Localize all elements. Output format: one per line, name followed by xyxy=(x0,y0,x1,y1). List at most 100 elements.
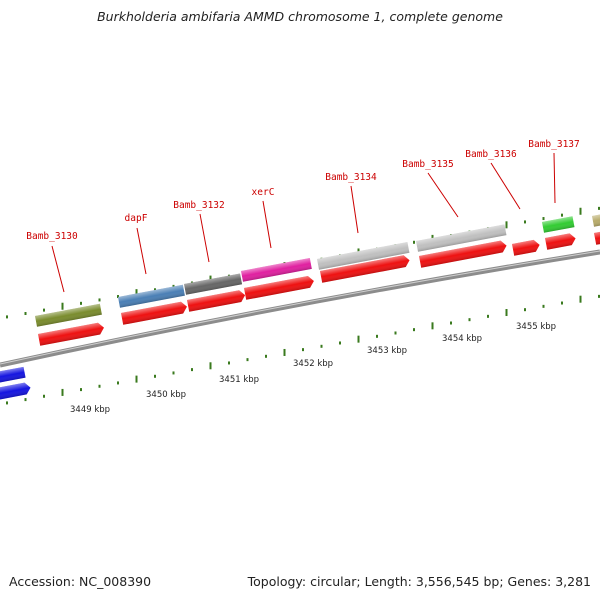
inner-tick xyxy=(154,374,156,378)
gene-block xyxy=(184,273,243,295)
gene-block xyxy=(317,241,410,270)
inner-tick xyxy=(320,344,323,348)
gene-block xyxy=(118,284,185,308)
gene-label: Bamb_3134 xyxy=(325,172,377,183)
scale-labels: 3449 kbp 3450 kbp 3451 kbp 3452 kbp 3453 kbp… xyxy=(70,322,556,415)
inner-tick xyxy=(357,335,360,343)
gene-label: Bamb_3136 xyxy=(465,149,517,160)
outer-tick xyxy=(413,240,415,244)
inner-tick xyxy=(61,388,64,396)
inner-tick xyxy=(209,362,212,370)
outer-tick xyxy=(98,298,101,302)
outer-tick xyxy=(561,213,563,217)
inner-tick-marks xyxy=(6,294,600,405)
outer-tick xyxy=(43,308,45,312)
scale-label: 3451 kbp xyxy=(219,375,259,385)
outer-tick xyxy=(172,284,175,288)
gene-block xyxy=(416,224,507,252)
inner-tick xyxy=(228,361,230,365)
gene-block xyxy=(35,303,102,327)
scale-label: 3452 kbp xyxy=(293,359,333,369)
cds-arrow xyxy=(512,239,540,256)
inner-tick xyxy=(24,398,27,402)
genome-backbone xyxy=(0,249,600,368)
gene-features xyxy=(0,212,600,400)
gene-label: Bamb_3135 xyxy=(402,159,453,170)
inner-tick xyxy=(135,375,138,383)
inner-tick xyxy=(450,321,452,325)
gene-leader-line xyxy=(136,227,147,275)
inner-tick xyxy=(487,314,489,318)
scale-label: 3455 kbp xyxy=(516,322,556,332)
gene-leader-line xyxy=(199,213,210,263)
cds-arrow xyxy=(545,233,576,250)
outer-tick xyxy=(6,315,8,319)
gene-leader-line xyxy=(490,162,521,210)
cds-arrow xyxy=(419,240,507,268)
gene-labels: Bamb_3130 dapF Bamb_3132 xerC Bamb_3134 Bamb_… xyxy=(26,139,580,293)
cds-arrow xyxy=(38,322,104,346)
cds-arrow xyxy=(320,255,410,283)
gene-leader-line xyxy=(350,185,359,234)
gene-label: Bamb_3130 xyxy=(26,231,78,242)
map-title: Burkholderia ambifaria AMMD chromosome 1… xyxy=(97,9,503,24)
outer-tick xyxy=(542,217,545,221)
inner-tick xyxy=(339,341,341,345)
gene-label: Bamb_3137 xyxy=(528,139,579,150)
inner-tick xyxy=(117,381,119,385)
inner-tick xyxy=(542,304,545,308)
inner-tick xyxy=(431,322,434,330)
inner-tick xyxy=(598,294,600,298)
genome-backbone-highlight xyxy=(0,250,600,365)
gene-leader-line xyxy=(553,152,556,204)
cds-arrow xyxy=(244,275,314,300)
outer-tick xyxy=(135,289,138,297)
inner-tick xyxy=(561,301,563,305)
inner-tick xyxy=(80,388,82,392)
gene-leader-line xyxy=(51,245,65,293)
outer-tick xyxy=(80,301,82,305)
inner-tick xyxy=(6,401,8,405)
inner-tick xyxy=(265,354,267,358)
scale-label: 3453 kbp xyxy=(367,346,407,356)
outer-tick xyxy=(579,207,582,215)
inner-tick xyxy=(394,331,397,335)
outer-tick xyxy=(524,220,526,224)
inner-tick xyxy=(505,309,508,317)
inner-tick xyxy=(98,384,101,388)
inner-tick xyxy=(579,295,582,303)
inner-tick xyxy=(191,368,193,372)
accession-text: Accession: NC_008390 xyxy=(9,574,152,589)
inner-tick xyxy=(43,394,45,398)
gene-block xyxy=(542,216,575,233)
inner-tick xyxy=(283,348,286,356)
scale-label: 3449 kbp xyxy=(70,405,110,415)
outer-tick xyxy=(117,295,119,299)
inner-tick xyxy=(246,358,249,362)
outer-tick xyxy=(24,312,27,316)
gene-block xyxy=(0,366,26,383)
gene-label: xerC xyxy=(252,187,275,198)
gene-label: dapF xyxy=(125,213,148,224)
outer-tick xyxy=(61,302,64,310)
inner-tick xyxy=(413,328,415,332)
cds-arrow xyxy=(121,301,187,325)
outer-tick xyxy=(154,288,156,292)
scale-label: 3450 kbp xyxy=(146,390,186,400)
gene-leader-line xyxy=(262,200,272,249)
outer-tick xyxy=(598,206,600,210)
inner-tick xyxy=(172,371,175,375)
gene-block xyxy=(241,258,312,282)
gene-block xyxy=(592,212,600,227)
cds-arrow xyxy=(187,290,246,312)
inner-tick xyxy=(302,348,304,352)
genome-summary: Topology: circular; Length: 3,556,545 bp… xyxy=(247,574,591,589)
inner-tick xyxy=(524,308,526,312)
gene-leader-line xyxy=(427,172,459,218)
inner-tick xyxy=(468,318,471,322)
cds-arrow xyxy=(594,230,600,245)
scale-label: 3454 kbp xyxy=(442,334,482,344)
outer-tick xyxy=(505,221,508,229)
cds-arrow xyxy=(0,382,31,400)
